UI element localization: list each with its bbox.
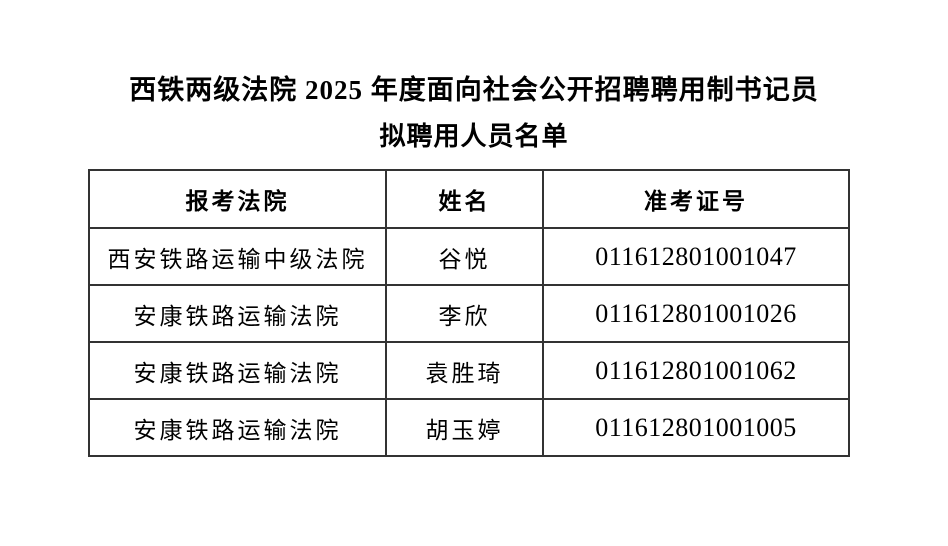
hired-personnel-table: 报考法院 姓名 准考证号 西安铁路运输中级法院 谷悦 0116128010010… xyxy=(88,169,850,457)
table-row: 安康铁路运输法院 袁胜琦 011612801001062 xyxy=(88,341,850,400)
cell-name: 胡玉婷 xyxy=(385,398,544,457)
column-header-name: 姓名 xyxy=(385,169,544,229)
cell-ticket-number: 011612801001062 xyxy=(542,341,850,400)
cell-name: 袁胜琦 xyxy=(385,341,544,400)
document-title-line2: 拟聘用人员名单 xyxy=(379,122,569,151)
cell-ticket-number: 011612801001047 xyxy=(542,227,850,286)
cell-court: 安康铁路运输法院 xyxy=(88,341,387,400)
cell-name: 李欣 xyxy=(385,284,544,343)
cell-court: 安康铁路运输法院 xyxy=(88,398,387,457)
table-header-row: 报考法院 姓名 准考证号 xyxy=(88,169,850,229)
cell-court: 西安铁路运输中级法院 xyxy=(88,227,387,286)
table-row: 安康铁路运输法院 胡玉婷 011612801001005 xyxy=(88,398,850,457)
table-row: 安康铁路运输法院 李欣 011612801001026 xyxy=(88,284,850,343)
cell-court: 安康铁路运输法院 xyxy=(88,284,387,343)
cell-ticket-number: 011612801001005 xyxy=(542,398,850,457)
table-row: 西安铁路运输中级法院 谷悦 011612801001047 xyxy=(88,227,850,286)
cell-ticket-number: 011612801001026 xyxy=(542,284,850,343)
column-header-court: 报考法院 xyxy=(88,169,387,229)
cell-name: 谷悦 xyxy=(385,227,544,286)
document-title-line1: 西铁两级法院 2025 年度面向社会公开招聘聘用制书记员 xyxy=(129,75,819,105)
column-header-ticket: 准考证号 xyxy=(542,169,850,229)
